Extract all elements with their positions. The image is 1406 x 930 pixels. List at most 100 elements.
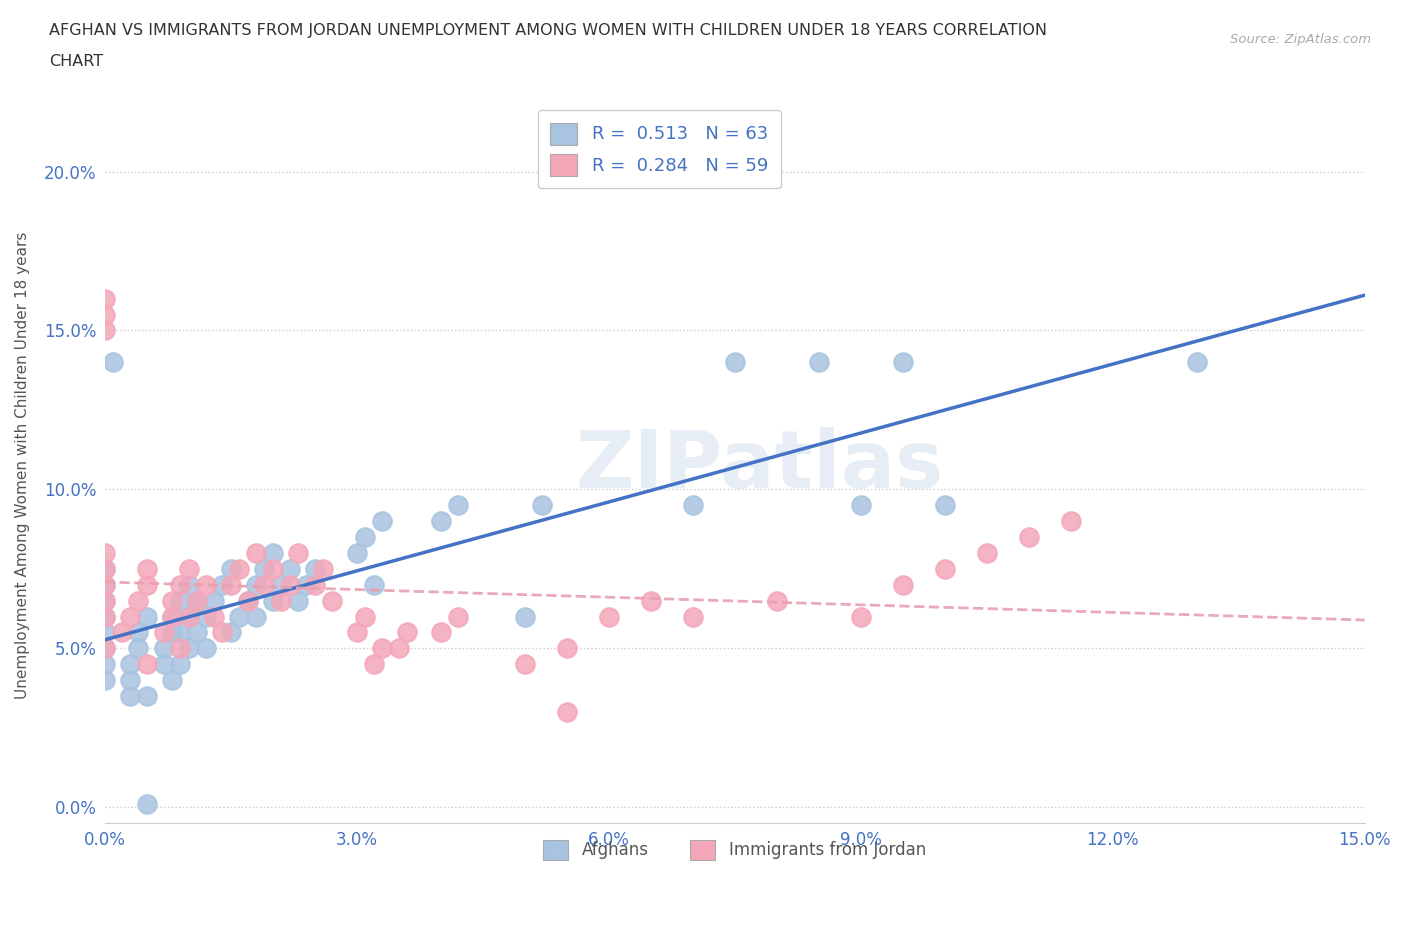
- Point: [262, 593, 284, 608]
- Point: [194, 641, 217, 656]
- Point: [177, 609, 200, 624]
- Point: [93, 641, 115, 656]
- Point: [849, 609, 872, 624]
- Point: [446, 609, 468, 624]
- Point: [118, 688, 141, 703]
- Point: [219, 625, 242, 640]
- Point: [976, 546, 998, 561]
- Point: [262, 562, 284, 577]
- Point: [93, 562, 115, 577]
- Point: [169, 625, 191, 640]
- Point: [849, 498, 872, 512]
- Point: [186, 625, 208, 640]
- Point: [371, 641, 394, 656]
- Point: [312, 562, 335, 577]
- Text: AFGHAN VS IMMIGRANTS FROM JORDAN UNEMPLOYMENT AMONG WOMEN WITH CHILDREN UNDER 18: AFGHAN VS IMMIGRANTS FROM JORDAN UNEMPLO…: [49, 23, 1047, 38]
- Point: [93, 578, 115, 592]
- Point: [396, 625, 419, 640]
- Point: [160, 625, 183, 640]
- Point: [219, 562, 242, 577]
- Point: [245, 609, 267, 624]
- Point: [211, 578, 233, 592]
- Point: [127, 641, 149, 656]
- Point: [93, 562, 115, 577]
- Point: [93, 609, 115, 624]
- Point: [93, 593, 115, 608]
- Point: [194, 609, 217, 624]
- Point: [135, 657, 157, 671]
- Point: [253, 578, 276, 592]
- Point: [135, 562, 157, 577]
- Point: [934, 562, 956, 577]
- Point: [1060, 513, 1083, 528]
- Point: [555, 641, 578, 656]
- Legend: Afghans, Immigrants from Jordan: Afghans, Immigrants from Jordan: [536, 831, 935, 869]
- Point: [245, 578, 267, 592]
- Point: [93, 593, 115, 608]
- Point: [93, 641, 115, 656]
- Point: [93, 657, 115, 671]
- Point: [304, 562, 326, 577]
- Point: [270, 593, 292, 608]
- Point: [202, 593, 225, 608]
- Point: [186, 593, 208, 608]
- Point: [446, 498, 468, 512]
- Point: [228, 562, 250, 577]
- Point: [321, 593, 343, 608]
- Point: [101, 355, 124, 370]
- Point: [363, 657, 385, 671]
- Point: [177, 609, 200, 624]
- Point: [934, 498, 956, 512]
- Point: [891, 578, 914, 592]
- Point: [429, 513, 451, 528]
- Point: [93, 291, 115, 306]
- Point: [152, 641, 174, 656]
- Point: [228, 609, 250, 624]
- Point: [429, 625, 451, 640]
- Point: [93, 625, 115, 640]
- Point: [160, 609, 183, 624]
- Point: [211, 625, 233, 640]
- Point: [93, 323, 115, 338]
- Point: [118, 657, 141, 671]
- Point: [194, 578, 217, 592]
- Point: [262, 546, 284, 561]
- Point: [682, 498, 704, 512]
- Point: [152, 657, 174, 671]
- Point: [682, 609, 704, 624]
- Point: [530, 498, 553, 512]
- Point: [177, 578, 200, 592]
- Point: [127, 625, 149, 640]
- Point: [640, 593, 662, 608]
- Point: [169, 593, 191, 608]
- Point: [93, 578, 115, 592]
- Point: [278, 578, 301, 592]
- Point: [169, 657, 191, 671]
- Point: [245, 546, 267, 561]
- Point: [765, 593, 787, 608]
- Point: [169, 641, 191, 656]
- Point: [177, 641, 200, 656]
- Point: [135, 578, 157, 592]
- Point: [724, 355, 747, 370]
- Point: [93, 609, 115, 624]
- Point: [93, 672, 115, 687]
- Point: [135, 797, 157, 812]
- Point: [287, 593, 309, 608]
- Point: [287, 546, 309, 561]
- Point: [160, 672, 183, 687]
- Point: [152, 625, 174, 640]
- Point: [354, 609, 377, 624]
- Point: [270, 578, 292, 592]
- Point: [513, 657, 536, 671]
- Point: [93, 307, 115, 322]
- Text: CHART: CHART: [49, 54, 103, 69]
- Point: [346, 546, 368, 561]
- Point: [135, 609, 157, 624]
- Point: [160, 609, 183, 624]
- Text: Source: ZipAtlas.com: Source: ZipAtlas.com: [1230, 33, 1371, 46]
- Point: [1185, 355, 1208, 370]
- Point: [127, 593, 149, 608]
- Point: [219, 578, 242, 592]
- Point: [93, 546, 115, 561]
